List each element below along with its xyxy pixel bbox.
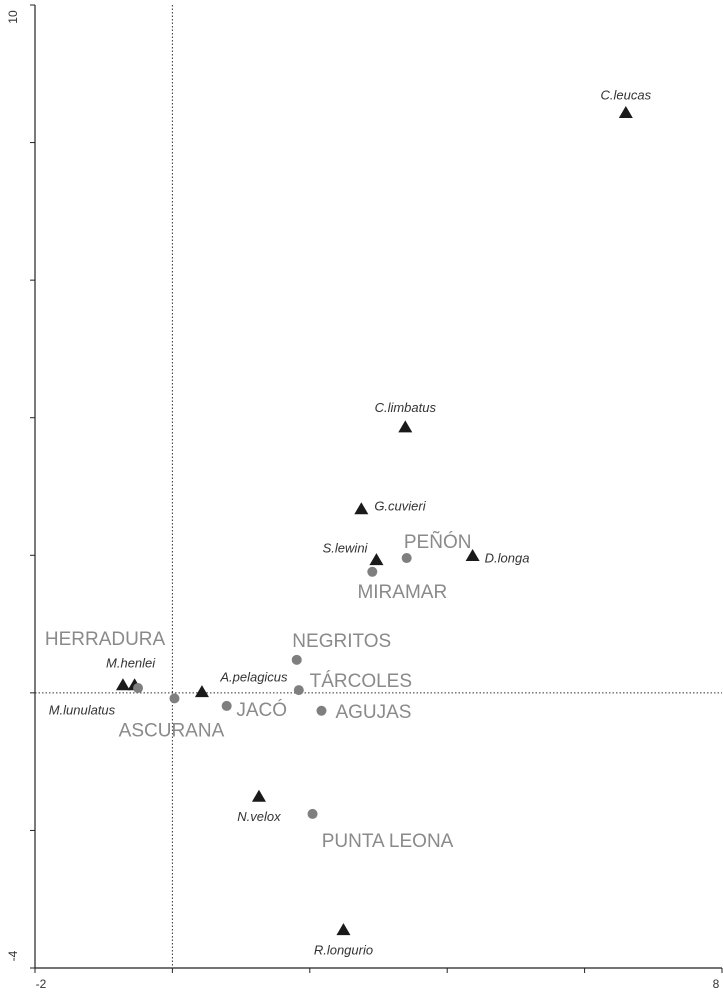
- species-label: C.leucas: [601, 87, 652, 102]
- species-label: M.lunulatus: [49, 703, 116, 718]
- site-marker: [316, 705, 327, 716]
- x-tick-label: -2: [36, 977, 47, 991]
- species-marker: [618, 105, 633, 118]
- site-label: ASCURANA: [119, 720, 225, 741]
- y-tick-label: -4: [6, 950, 20, 961]
- site-marker: [293, 685, 304, 696]
- x-tick-label: 8: [713, 977, 720, 991]
- species-marker: [465, 548, 480, 561]
- site-label: JACÓ: [236, 699, 287, 721]
- site-label: HERRADURA: [45, 629, 166, 650]
- site-marker: [401, 553, 412, 564]
- site-label: AGUJAS: [335, 702, 411, 723]
- species-label: A.pelagicus: [219, 670, 288, 685]
- site-marker: [307, 808, 318, 819]
- species-marker: [398, 420, 413, 433]
- site-marker: [367, 566, 378, 577]
- species-marker: [336, 923, 351, 936]
- species-marker: [194, 685, 209, 698]
- site-marker: [169, 693, 180, 704]
- species-marker: [115, 678, 130, 691]
- species-label: C.limbatus: [375, 400, 437, 415]
- species-label: G.cuvieri: [374, 499, 426, 514]
- site-marker: [291, 654, 302, 665]
- site-label: PUNTA LEONA: [322, 831, 454, 852]
- species-label: M.henlei: [106, 656, 156, 671]
- site-label: PEÑÓN: [404, 531, 472, 553]
- site-marker: [133, 683, 144, 694]
- species-marker: [369, 553, 384, 566]
- species-label: N.velox: [237, 809, 281, 824]
- species-marker: [251, 789, 266, 802]
- y-tick-label: 10: [6, 10, 20, 24]
- site-marker: [221, 700, 232, 711]
- site-label: MIRAMAR: [357, 582, 447, 603]
- site-label: NEGRITOS: [292, 631, 391, 652]
- species-label: D.longa: [485, 550, 530, 565]
- species-label: R.longurio: [314, 943, 373, 958]
- site-label: TÁRCOLES: [310, 671, 412, 692]
- species-marker: [354, 502, 369, 515]
- species-label: S.lewini: [323, 541, 369, 556]
